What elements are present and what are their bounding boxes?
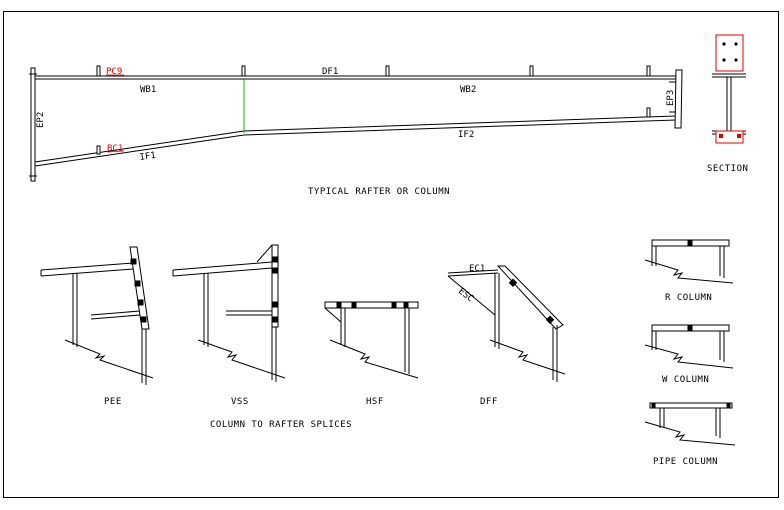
r-column <box>644 239 734 284</box>
label-pee: PEE <box>104 397 122 407</box>
section-detail <box>712 34 746 144</box>
label-esc: ESC <box>456 286 475 304</box>
caption-typical-rafter: TYPICAL RAFTER OR COLUMN <box>308 187 450 197</box>
bottom-flange <box>34 130 245 163</box>
label-dff: DFF <box>480 397 498 407</box>
w-column <box>644 324 734 369</box>
caption-splices: COLUMN TO RAFTER SPLICES <box>210 420 352 430</box>
label-vss: VSS <box>231 397 249 407</box>
label-if1: IF1 <box>139 151 156 163</box>
splice-pee <box>40 246 154 385</box>
end-plate-right <box>674 69 683 129</box>
typical-rafter <box>29 65 683 182</box>
label-ep2: EP2 <box>36 112 46 128</box>
label-r-column: R COLUMN <box>665 293 712 303</box>
label-w-column: W COLUMN <box>662 375 709 385</box>
label-ec1: EC1 <box>469 264 485 274</box>
label-df1: DF1 <box>322 67 338 77</box>
section-top-plate <box>715 34 744 72</box>
sheet-border <box>3 11 779 498</box>
caption-section: SECTION <box>707 164 748 174</box>
label-wb2: WB2 <box>460 85 476 95</box>
label-if2: IF2 <box>458 130 474 140</box>
splice-vss <box>172 244 286 382</box>
label-pipe-column: PIPE COLUMN <box>653 457 718 467</box>
label-bc1: BC1 <box>107 144 123 154</box>
label-wb1: WB1 <box>140 85 156 95</box>
pipe-column <box>644 402 736 446</box>
label-hsf: HSF <box>366 397 384 407</box>
label-pc9: PC9 <box>106 67 122 77</box>
purlin-cleats <box>96 65 651 77</box>
splice-dff <box>447 265 566 382</box>
splice-hsf <box>324 301 419 379</box>
label-ep3: EP3 <box>666 90 676 106</box>
end-plate-left <box>30 67 36 182</box>
